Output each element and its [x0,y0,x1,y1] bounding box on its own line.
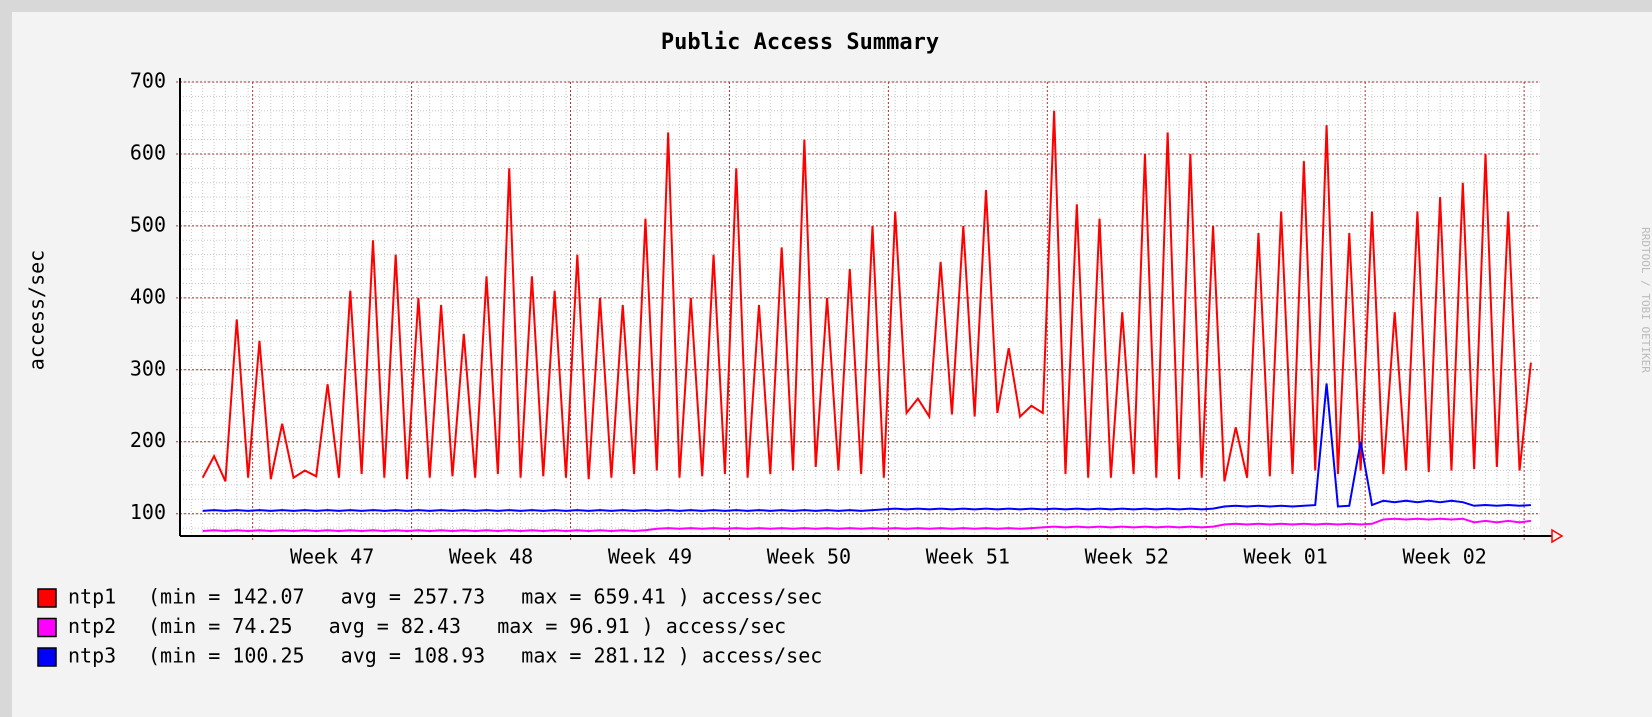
axis-arrow [1551,528,1564,544]
y-tick-label: 500 [130,212,166,236]
x-tick-label: Week 47 [290,545,374,569]
legend-swatch [37,617,57,638]
series-line [201,110,1532,482]
x-tick-label: Week 50 [767,545,851,569]
series-line [202,383,1531,512]
x-tick-label: Week 01 [1244,545,1328,569]
y-tick-label: 700 [130,69,166,93]
legend-name: ntp3 [68,644,116,668]
x-tick-label: Week 49 [608,545,692,569]
legend-name: ntp1 [68,585,116,609]
y-tick-label: 100 [130,500,166,524]
y-tick-label: 300 [130,356,166,380]
y-tick-label: 200 [130,428,166,452]
legend-stats: (min = 142.07 avg = 257.73 max = 659.41 … [148,585,822,609]
x-tick-label: Week 51 [926,545,1010,569]
y-tick-label: 400 [130,284,166,308]
y-tick-label: 600 [130,140,166,164]
chart-title: Public Access Summary [661,30,939,55]
legend-swatch [37,647,57,667]
legend-swatch [37,588,57,608]
x-tick-label: Week 48 [449,545,533,569]
y-axis-label: access/sec [25,250,49,370]
series-line [202,517,1532,532]
x-tick-label: Week 02 [1402,545,1486,569]
x-tick-label: Week 52 [1085,545,1169,569]
legend-name: ntp2 [68,614,116,638]
legend-stats: (min = 100.25 avg = 108.93 max = 281.12 … [148,644,822,668]
legend-stats: (min = 74.25 avg = 82.43 max = 96.91 ) a… [148,614,786,638]
watermark: RRDTOOL / TOBI OETIKER [1639,227,1652,373]
